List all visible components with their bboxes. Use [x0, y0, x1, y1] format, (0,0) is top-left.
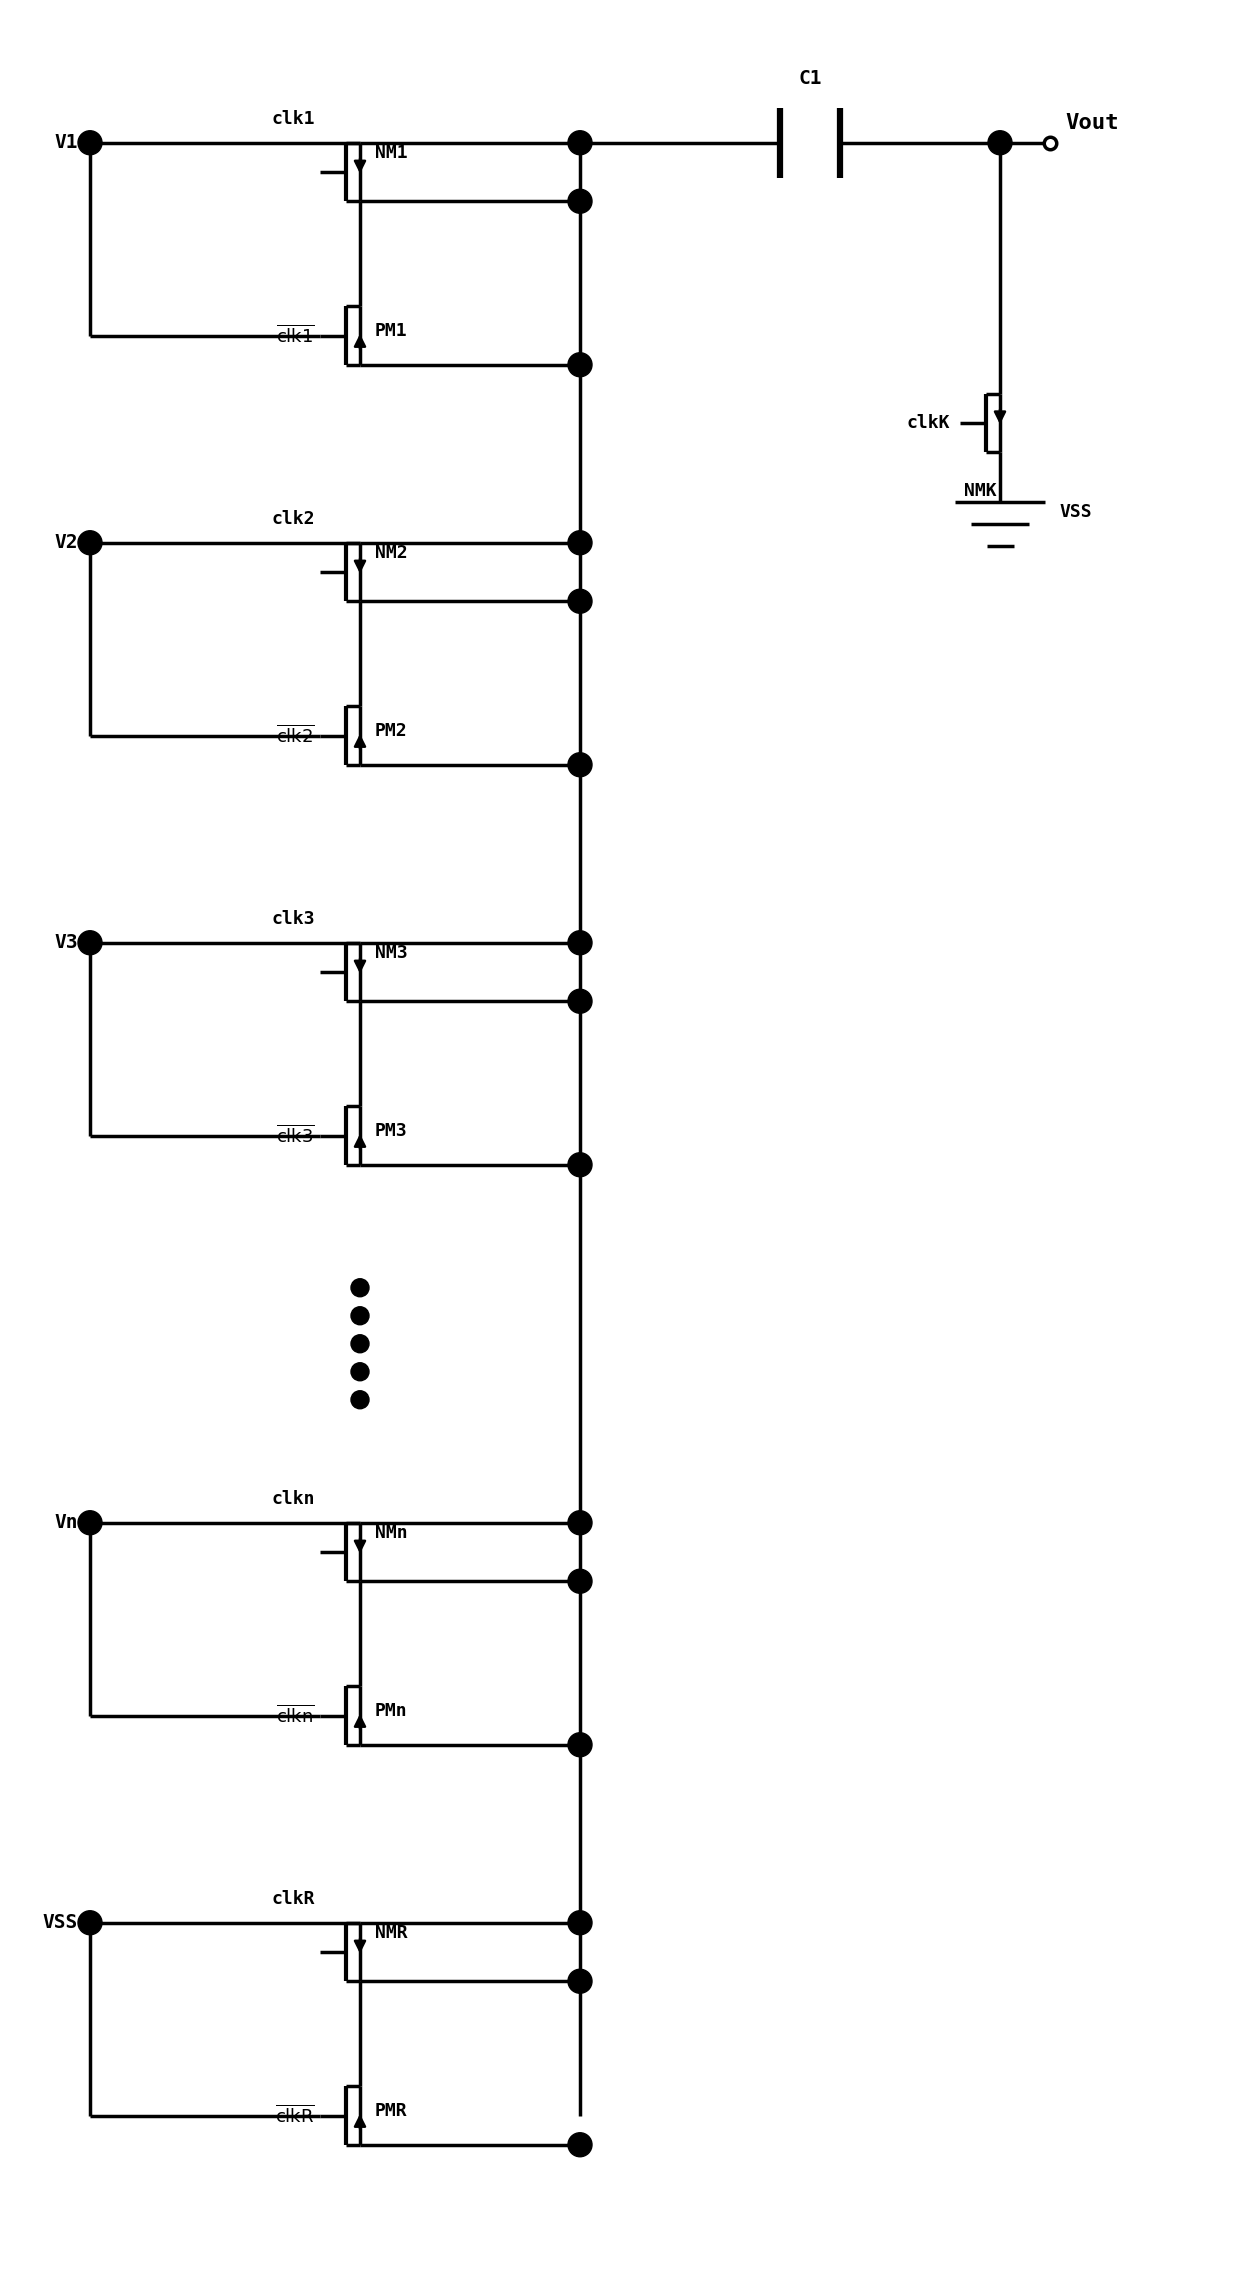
Text: C1: C1: [799, 69, 822, 87]
Text: clkn: clkn: [272, 1490, 315, 1508]
Circle shape: [568, 1570, 591, 1593]
Circle shape: [351, 1306, 370, 1325]
Circle shape: [78, 931, 102, 956]
Circle shape: [568, 131, 591, 156]
Circle shape: [568, 1912, 591, 1934]
Circle shape: [568, 532, 591, 555]
Circle shape: [351, 1334, 370, 1352]
Circle shape: [78, 131, 102, 156]
Circle shape: [568, 1153, 591, 1176]
Circle shape: [78, 1912, 102, 1934]
Text: $\overline{\mathsf{clkn}}$: $\overline{\mathsf{clkn}}$: [277, 1705, 315, 1726]
Text: NM2: NM2: [374, 543, 408, 562]
Circle shape: [351, 1279, 370, 1297]
Circle shape: [568, 589, 591, 614]
Text: clkR: clkR: [272, 1889, 315, 1907]
Text: PMn: PMn: [374, 1701, 408, 1719]
Text: NMn: NMn: [374, 1524, 408, 1543]
Text: clkK: clkK: [906, 415, 950, 431]
Circle shape: [78, 532, 102, 555]
Text: V1: V1: [55, 133, 78, 151]
Circle shape: [351, 1364, 370, 1380]
Circle shape: [568, 752, 591, 777]
Circle shape: [568, 990, 591, 1013]
Text: PMR: PMR: [374, 2102, 408, 2120]
Text: VSS: VSS: [1060, 502, 1092, 520]
Text: V2: V2: [55, 534, 78, 552]
Circle shape: [568, 353, 591, 376]
Text: V3: V3: [55, 933, 78, 951]
Text: Vn: Vn: [55, 1513, 78, 1533]
Text: $\overline{\mathsf{clk1}}$: $\overline{\mathsf{clk1}}$: [277, 325, 315, 346]
Circle shape: [568, 190, 591, 213]
Text: $\overline{\mathsf{clk3}}$: $\overline{\mathsf{clk3}}$: [277, 1125, 315, 1146]
Circle shape: [351, 1391, 370, 1410]
Circle shape: [988, 131, 1012, 156]
Circle shape: [78, 1510, 102, 1536]
Text: NMK: NMK: [963, 481, 996, 500]
Text: VSS: VSS: [42, 1914, 78, 1932]
Text: $\overline{\mathsf{clk2}}$: $\overline{\mathsf{clk2}}$: [277, 724, 315, 747]
Circle shape: [568, 2134, 591, 2157]
Text: $\overline{\mathsf{clkR}}$: $\overline{\mathsf{clkR}}$: [275, 2104, 315, 2127]
Text: PM1: PM1: [374, 321, 408, 339]
Text: PM3: PM3: [374, 1121, 408, 1139]
Circle shape: [568, 931, 591, 956]
Text: NMR: NMR: [374, 1923, 408, 1941]
Text: PM2: PM2: [374, 722, 408, 740]
Text: clk3: clk3: [272, 910, 315, 928]
Text: clk2: clk2: [272, 509, 315, 527]
Circle shape: [568, 1969, 591, 1994]
Text: clk1: clk1: [272, 110, 315, 128]
Circle shape: [568, 1510, 591, 1536]
Text: Vout: Vout: [1065, 112, 1118, 133]
Text: NM1: NM1: [374, 144, 408, 163]
Circle shape: [568, 1733, 591, 1756]
Text: NM3: NM3: [374, 944, 408, 963]
